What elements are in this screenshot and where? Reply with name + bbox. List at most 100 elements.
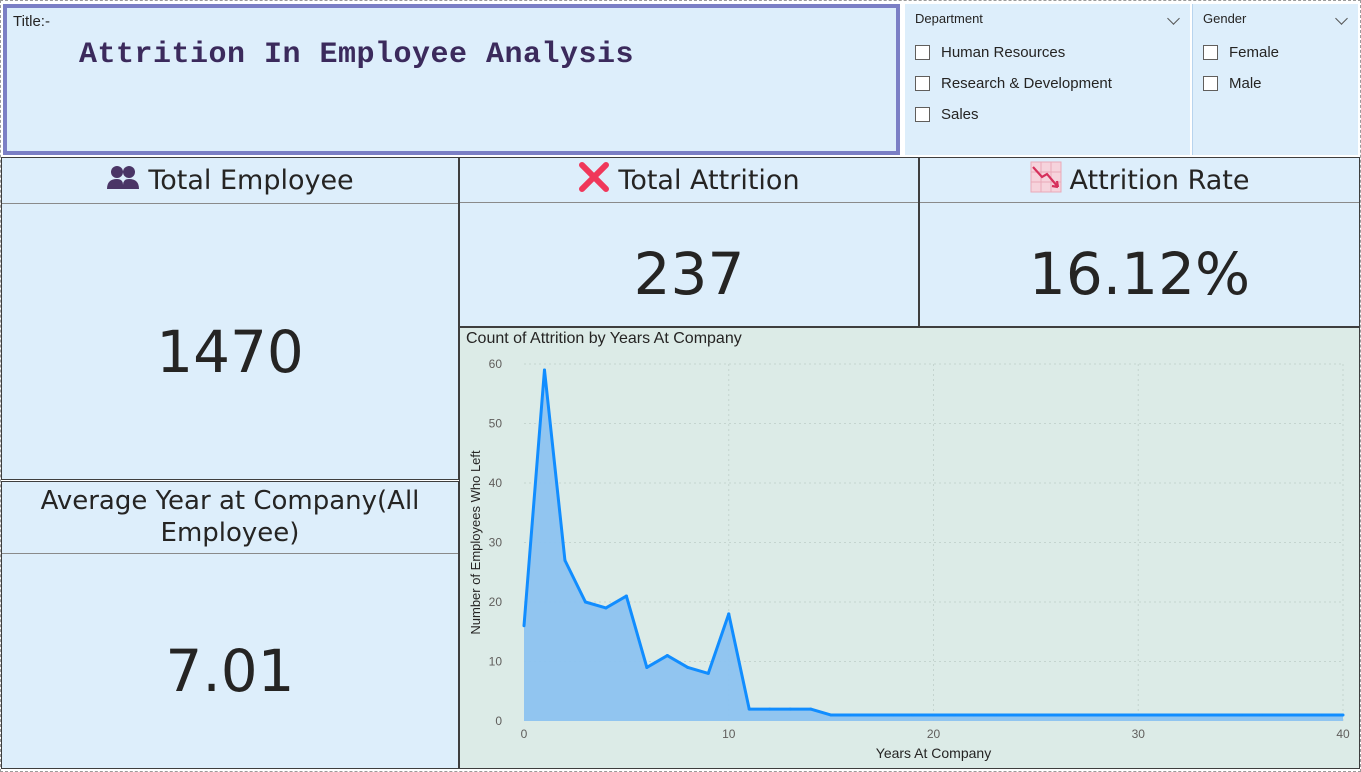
gender-slicer: Gender Female Male [1192, 4, 1358, 155]
x-mark-icon [578, 161, 610, 200]
chevron-down-icon[interactable] [1167, 12, 1180, 25]
x-axis-label: Years At Company [876, 745, 991, 761]
data-point [1157, 713, 1161, 717]
y-axis-label: Number of Employees Who Left [468, 450, 483, 635]
data-point [911, 713, 915, 717]
data-point [1218, 713, 1222, 717]
attrition-rate-card: Attrition Rate 16.12% [919, 157, 1360, 327]
total-attrition-label: Total Attrition [618, 164, 800, 196]
y-tick-label: 40 [489, 476, 503, 490]
y-tick-label: 50 [489, 417, 503, 431]
data-point [788, 707, 792, 711]
y-tick-label: 10 [489, 655, 503, 669]
x-tick-label: 30 [1132, 727, 1146, 741]
slicer-item-label: Male [1229, 75, 1262, 92]
data-point [645, 665, 649, 669]
total-attrition-value: 237 [633, 240, 745, 308]
y-tick-label: 0 [495, 714, 502, 728]
checkbox[interactable] [1203, 45, 1218, 60]
data-point [972, 713, 976, 717]
data-point [809, 707, 813, 711]
slicer-item-label: Female [1229, 44, 1280, 61]
data-point [932, 713, 935, 717]
data-point [870, 713, 874, 717]
slicer-item-label: Sales [941, 106, 979, 123]
data-point [1054, 713, 1058, 717]
slicer-item-research-development[interactable]: Research & Development [915, 68, 1112, 99]
x-tick-label: 0 [521, 727, 528, 741]
data-point [522, 624, 526, 628]
slicer-item-human-resources[interactable]: Human Resources [915, 37, 1112, 68]
data-point [993, 713, 997, 717]
data-point [1341, 713, 1345, 717]
gender-slicer-header: Gender [1203, 11, 1247, 26]
slicer-item-female[interactable]: Female [1203, 37, 1279, 68]
attrition-rate-header: Attrition Rate [920, 158, 1359, 203]
x-tick-label: 10 [722, 727, 736, 741]
y-tick-label: 60 [489, 357, 503, 371]
people-icon [106, 164, 140, 197]
data-point [1136, 713, 1140, 717]
page-title: Attrition In Employee Analysis [78, 38, 635, 72]
data-point [1075, 713, 1079, 717]
checkbox[interactable] [915, 45, 930, 60]
chart-plot: 0 10 20 30 40 50 60 0 10 20 30 40 Years At Company Nu… [468, 357, 1350, 761]
data-point [952, 713, 956, 717]
average-year-value: 7.01 [165, 637, 295, 705]
data-point [583, 600, 587, 604]
data-point [604, 606, 608, 610]
attrition-rate-value: 16.12% [1028, 240, 1251, 308]
declining-chart-icon [1030, 161, 1062, 200]
data-point [1198, 713, 1202, 717]
slicer-item-sales[interactable]: Sales [915, 99, 1112, 130]
total-attrition-header: Total Attrition [460, 158, 918, 203]
total-employee-card: Total Employee 1470 [1, 157, 459, 480]
data-point [1300, 713, 1304, 717]
data-point [1321, 713, 1325, 717]
total-attrition-card: Total Attrition 237 [459, 157, 919, 327]
data-point [706, 671, 710, 675]
title-label: Title:- [13, 13, 50, 30]
data-point [1095, 713, 1099, 717]
data-point [1280, 713, 1284, 717]
slicer-item-label: Human Resources [941, 44, 1066, 61]
data-point [727, 612, 731, 616]
department-slicer-header: Department [915, 11, 983, 26]
chevron-down-icon[interactable] [1335, 12, 1348, 25]
checkbox[interactable] [915, 76, 930, 91]
data-point [1116, 713, 1120, 717]
average-year-label: Average Year at Company(All Employee) [40, 486, 420, 548]
data-point [891, 713, 895, 717]
checkbox[interactable] [1203, 76, 1218, 91]
series-area [524, 369, 1343, 721]
checkbox[interactable] [915, 107, 930, 122]
data-point [624, 594, 628, 598]
data-point [1259, 713, 1263, 717]
data-point [1013, 713, 1017, 717]
chart-title: Count of Attrition by Years At Company [466, 330, 742, 347]
data-point [768, 707, 772, 711]
attrition-by-years-chart: Count of Attrition by Years At Company 0… [459, 327, 1360, 769]
data-point [542, 368, 546, 372]
total-employee-header: Total Employee [2, 158, 458, 204]
title-box: Title:- Attrition In Employee Analysis [3, 4, 900, 155]
data-point [747, 707, 751, 711]
y-tick-label: 30 [489, 536, 503, 550]
data-point [1239, 713, 1243, 717]
total-employee-label: Total Employee [148, 165, 354, 196]
data-point [1034, 713, 1038, 717]
slicer-item-male[interactable]: Male [1203, 68, 1279, 99]
average-year-header: Average Year at Company(All Employee) [2, 482, 458, 554]
x-tick-label: 40 [1336, 727, 1350, 741]
average-year-card: Average Year at Company(All Employee) 7.… [1, 481, 459, 769]
data-point [850, 713, 854, 717]
data-point [829, 713, 833, 717]
data-point [563, 558, 567, 562]
department-slicer: Department Human Resources Research & De… [905, 4, 1190, 155]
data-point [665, 654, 669, 658]
x-tick-label: 20 [927, 727, 941, 741]
y-tick-label: 20 [489, 595, 503, 609]
slicer-item-label: Research & Development [941, 75, 1112, 92]
data-point [686, 665, 690, 669]
total-employee-value: 1470 [156, 318, 304, 386]
